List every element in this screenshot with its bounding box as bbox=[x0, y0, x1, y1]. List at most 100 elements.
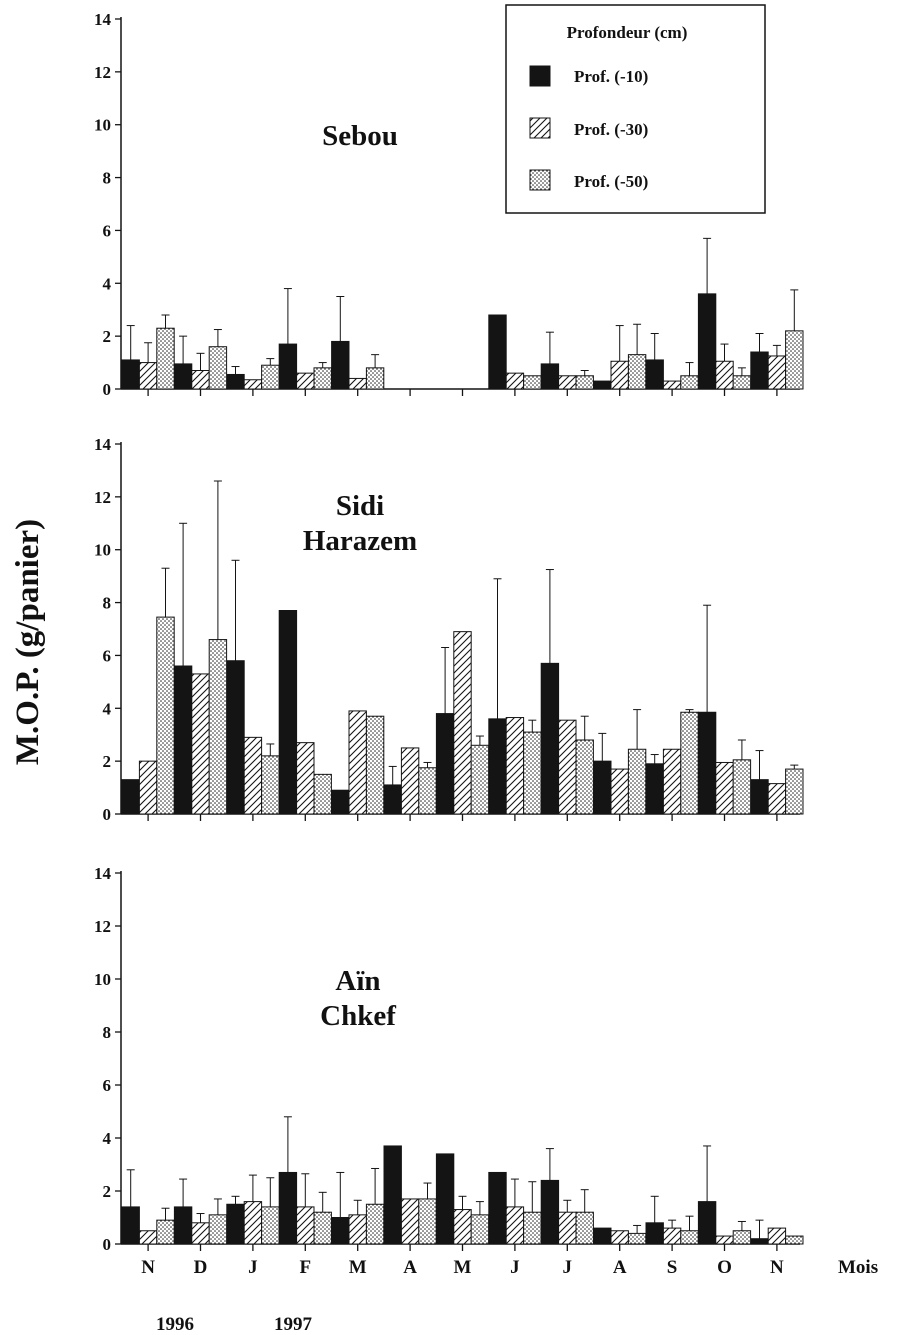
bar-prof-30 bbox=[767, 355, 787, 390]
bar-prof-30 bbox=[191, 1222, 210, 1245]
bar-prof-50 bbox=[785, 768, 804, 815]
bar-prof-30 bbox=[662, 1227, 682, 1245]
year-label-1996: 1996 bbox=[156, 1314, 194, 1335]
bar-prof-30 bbox=[296, 1206, 315, 1245]
bar-prof-30 bbox=[505, 372, 525, 390]
bar-prof-10 bbox=[540, 363, 560, 390]
bar-prof-10 bbox=[540, 1179, 560, 1245]
y-axis-label: M.O.P. (g/panier) bbox=[10, 519, 46, 765]
y-tick-label: 6 bbox=[103, 646, 112, 665]
bar-prof-30 bbox=[558, 375, 577, 390]
bar-prof-30 bbox=[558, 1211, 577, 1245]
bar-prof-50 bbox=[575, 739, 594, 815]
bar-prof-30 bbox=[138, 362, 158, 390]
x-tick-label: N bbox=[141, 1257, 155, 1278]
bar-prof-10 bbox=[121, 1206, 140, 1245]
bar-prof-30 bbox=[662, 380, 682, 390]
y-tick-label: 14 bbox=[94, 10, 112, 29]
x-tick-label: A bbox=[403, 1257, 417, 1278]
bar-prof-10 bbox=[383, 1145, 402, 1245]
bar-prof-10 bbox=[593, 380, 612, 390]
y-tick-label: 6 bbox=[103, 221, 112, 240]
bar-prof-30 bbox=[348, 377, 367, 390]
bar-prof-50 bbox=[627, 1232, 647, 1245]
legend: Profondeur (cm) Prof. (-10) Prof. (-30) … bbox=[505, 4, 766, 214]
x-tick-label: A bbox=[613, 1257, 627, 1278]
bar-prof-50 bbox=[680, 1230, 699, 1245]
bar-prof-30 bbox=[243, 1201, 263, 1245]
bar-prof-50 bbox=[785, 1235, 804, 1245]
bar-prof-10 bbox=[226, 660, 245, 815]
bar-prof-10 bbox=[488, 314, 507, 390]
bar-prof-50 bbox=[313, 367, 332, 390]
bar-prof-30 bbox=[191, 370, 210, 390]
panel-title: Sebou bbox=[322, 120, 398, 152]
bar-prof-30 bbox=[715, 761, 734, 815]
bar-prof-30 bbox=[662, 748, 682, 815]
y-tick-label: 8 bbox=[103, 1023, 112, 1042]
bar-prof-50 bbox=[575, 1211, 594, 1245]
y-tick-label: 12 bbox=[94, 63, 111, 82]
bar-prof-30 bbox=[138, 760, 158, 815]
bar-prof-50 bbox=[470, 744, 490, 815]
bar-prof-10 bbox=[173, 665, 193, 815]
y-tick-label: 12 bbox=[94, 488, 111, 507]
bar-prof-50 bbox=[523, 731, 542, 815]
x-tick-label: O bbox=[717, 1257, 732, 1278]
bar-prof-10 bbox=[278, 610, 298, 815]
bar-prof-50 bbox=[365, 1203, 385, 1245]
bar-prof-10 bbox=[435, 713, 455, 815]
bar-prof-10 bbox=[331, 1217, 350, 1245]
y-tick-label: 8 bbox=[103, 594, 112, 613]
bar-prof-50 bbox=[732, 375, 752, 390]
bar-prof-50 bbox=[208, 639, 228, 815]
year-label-1997: 1997 bbox=[274, 1314, 313, 1335]
bar-prof-10 bbox=[697, 293, 717, 390]
x-axis-label: Mois bbox=[838, 1257, 878, 1278]
legend-label-prof-50: Prof. (-50) bbox=[574, 172, 648, 191]
panel-title: Chkef bbox=[320, 1000, 396, 1032]
bar-prof-10 bbox=[697, 711, 717, 815]
y-tick-label: 8 bbox=[103, 169, 112, 188]
bar-prof-30 bbox=[505, 717, 525, 815]
x-tick-label: M bbox=[454, 1257, 472, 1278]
bar-prof-10 bbox=[226, 1203, 245, 1245]
bar-prof-30 bbox=[453, 631, 472, 815]
legend-swatch-prof-10 bbox=[529, 65, 551, 87]
bar-prof-30 bbox=[610, 1230, 629, 1245]
y-tick-label: 2 bbox=[103, 752, 112, 771]
y-tick-label: 14 bbox=[94, 864, 112, 883]
x-tick-label: M bbox=[349, 1257, 367, 1278]
bar-prof-50 bbox=[261, 1206, 280, 1245]
bar-prof-30 bbox=[610, 360, 629, 390]
bar-prof-50 bbox=[627, 354, 647, 390]
bar-prof-30 bbox=[453, 1209, 472, 1245]
bar-prof-50 bbox=[261, 755, 280, 815]
bar-prof-50 bbox=[680, 711, 699, 815]
bar-prof-50 bbox=[575, 375, 594, 390]
panel-1: 0 2 4 6 8 10 12 14 Sebou bbox=[94, 10, 804, 399]
y-tick-label: 10 bbox=[94, 541, 111, 560]
bar-prof-50 bbox=[680, 375, 699, 390]
legend-swatch-prof-30 bbox=[529, 117, 551, 139]
y-tick-label: 10 bbox=[94, 116, 111, 135]
bar-prof-10 bbox=[750, 351, 769, 390]
panel-title: Aïn bbox=[335, 965, 380, 997]
bar-prof-30 bbox=[505, 1206, 525, 1245]
bar-prof-30 bbox=[715, 360, 734, 390]
bar-prof-50 bbox=[523, 1211, 542, 1245]
x-tick-label: N bbox=[770, 1257, 784, 1278]
bar-prof-50 bbox=[313, 1211, 332, 1245]
y-tick-label: 0 bbox=[103, 805, 112, 824]
x-tick-label: F bbox=[299, 1257, 311, 1278]
x-tick-label: S bbox=[667, 1257, 678, 1278]
y-tick-label: 12 bbox=[94, 917, 111, 936]
bar-prof-30 bbox=[558, 719, 577, 815]
bar-prof-10 bbox=[593, 1227, 612, 1245]
bar-prof-10 bbox=[645, 763, 664, 815]
bar-prof-10 bbox=[750, 779, 769, 815]
legend-label-prof-30: Prof. (-30) bbox=[574, 120, 648, 139]
